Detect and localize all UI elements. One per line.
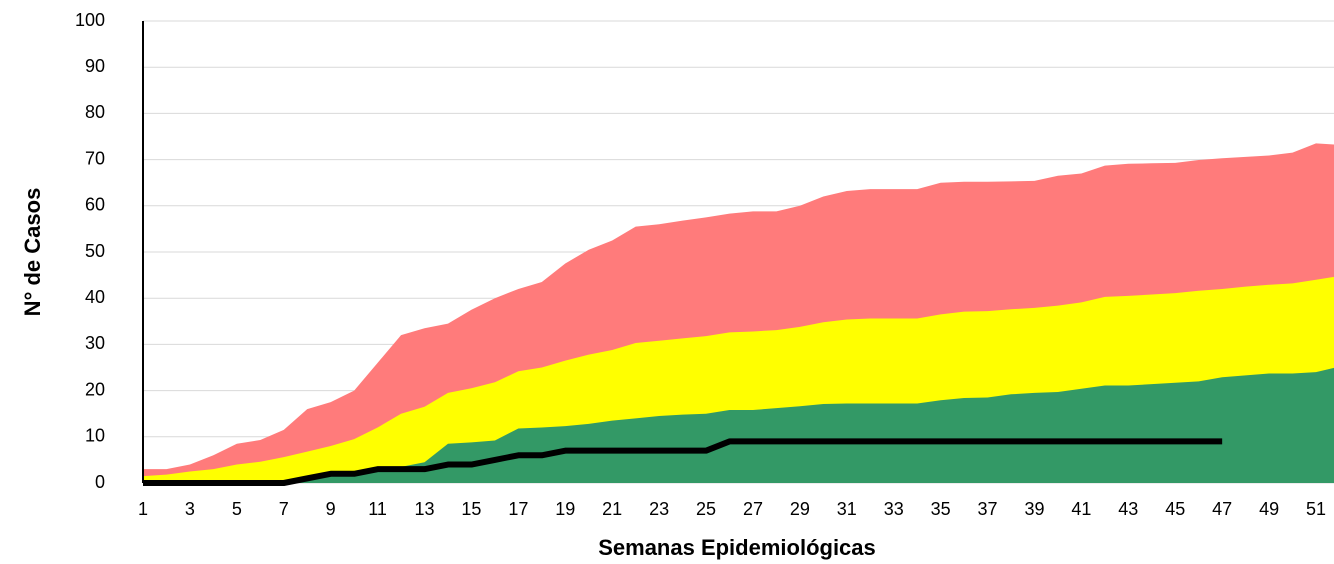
y-tick-label: 20 — [85, 379, 105, 399]
y-tick-label: 40 — [85, 287, 105, 307]
x-tick-label: 39 — [1024, 499, 1044, 519]
x-tick-label: 1 — [138, 499, 148, 519]
x-tick-label: 47 — [1212, 499, 1232, 519]
x-tick-label: 15 — [461, 499, 481, 519]
x-tick-label: 29 — [790, 499, 810, 519]
y-tick-label: 30 — [85, 333, 105, 353]
x-tick-label: 49 — [1259, 499, 1279, 519]
x-tick-label: 17 — [508, 499, 528, 519]
x-tick-label: 5 — [232, 499, 242, 519]
x-tick-label: 45 — [1165, 499, 1185, 519]
y-tick-label: 100 — [75, 10, 105, 30]
x-tick-label: 43 — [1118, 499, 1138, 519]
x-tick-label: 51 — [1306, 499, 1326, 519]
y-tick-label: 90 — [85, 56, 105, 76]
y-tick-label: 60 — [85, 195, 105, 215]
line — [143, 438, 1223, 486]
x-tick-label: 31 — [837, 499, 857, 519]
x-tick-label: 35 — [931, 499, 951, 519]
y-tick-label: 0 — [95, 472, 105, 492]
x-tick-label: 25 — [696, 499, 716, 519]
x-tick-label: 19 — [555, 499, 575, 519]
x-tick-label: 37 — [978, 499, 998, 519]
x-tick-label: 11 — [368, 499, 387, 519]
y-tick-label: 80 — [85, 102, 105, 122]
x-tick-label: 27 — [743, 499, 763, 519]
y-tick-label: 70 — [85, 148, 105, 168]
y-tick-label: 10 — [85, 426, 105, 446]
x-tick-label: 21 — [602, 499, 622, 519]
x-tick-label: 13 — [415, 499, 435, 519]
y-axis-title: N° de Casos — [20, 188, 45, 317]
x-tick-label: 23 — [649, 499, 669, 519]
x-tick-label: 41 — [1071, 499, 1091, 519]
x-tick-label: 7 — [279, 499, 289, 519]
y-tick-label: 50 — [85, 241, 105, 261]
x-tick-label: 33 — [884, 499, 904, 519]
x-axis-title: Semanas Epidemiológicas — [598, 535, 876, 560]
x-tick-label: 9 — [326, 499, 336, 519]
x-tick-label: 3 — [185, 499, 195, 519]
area — [143, 367, 1334, 483]
